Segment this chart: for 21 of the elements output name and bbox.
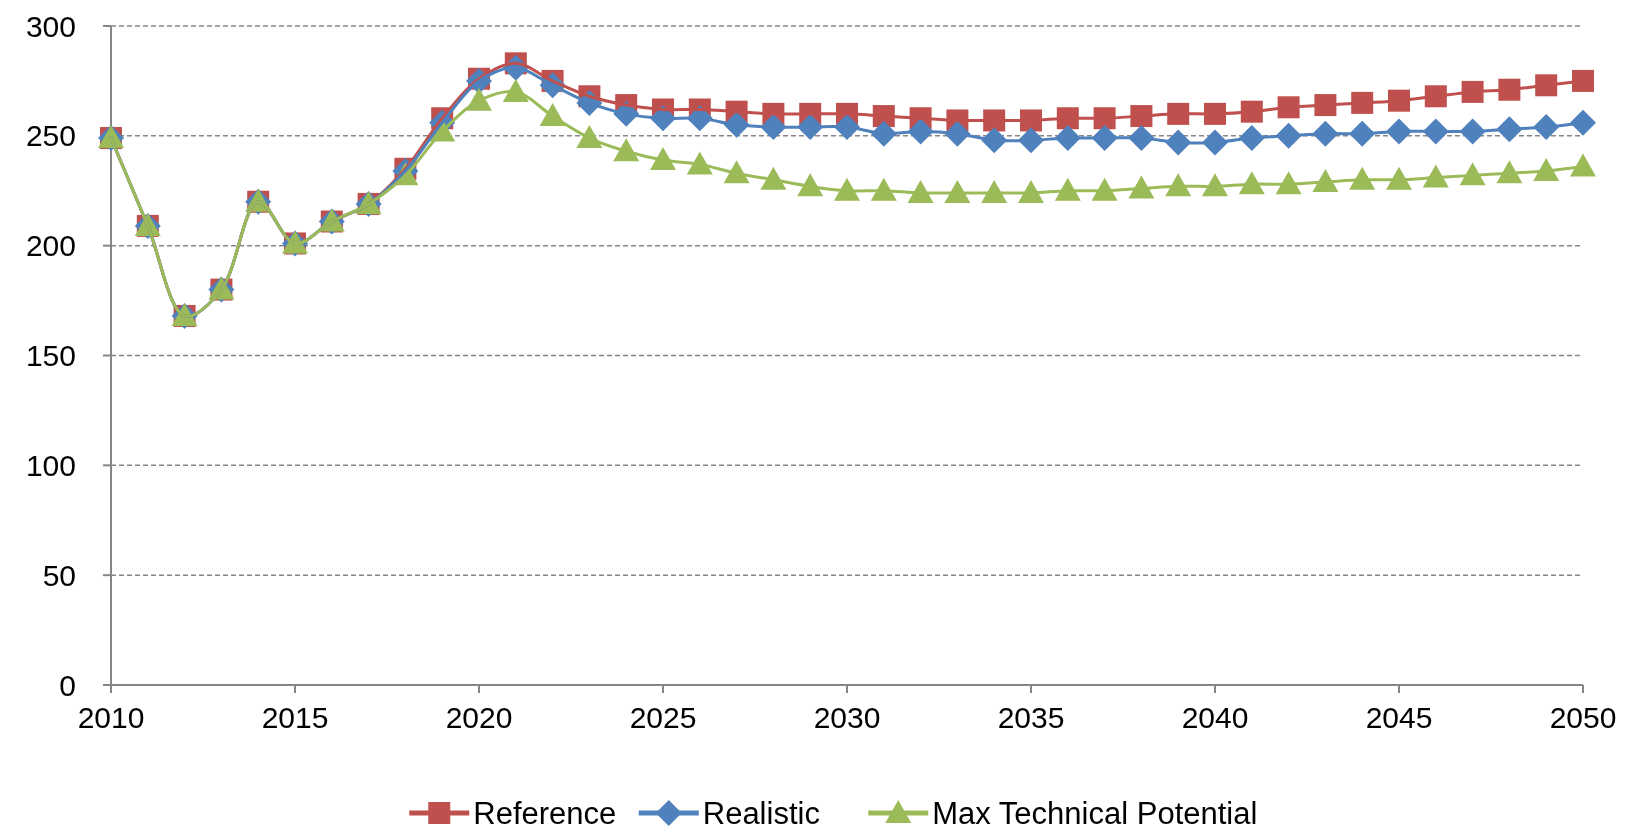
x-tick-label: 2050 [1549, 701, 1617, 734]
x-tick-label: 2025 [629, 701, 697, 734]
y-tick-label: 100 [25, 448, 76, 482]
y-tick-label: 50 [42, 558, 76, 592]
x-tick-label: 2040 [1181, 701, 1249, 734]
x-tick-label: 2015 [261, 701, 329, 734]
x-tick-label: 2030 [813, 701, 881, 734]
x-tick-label: 2020 [445, 701, 513, 734]
y-tick-label: 150 [25, 339, 76, 372]
y-tick-label: 200 [25, 229, 76, 263]
point [1572, 69, 1594, 92]
x-tick-label: 2045 [1365, 701, 1433, 734]
point [1570, 153, 1596, 177]
legend-label: Reference [473, 795, 617, 831]
legend-label: Max Technical Potential [932, 795, 1258, 831]
y-tick-label: 0 [59, 668, 76, 702]
y-tick-label: 250 [25, 119, 76, 153]
legend-label: Realistic [702, 795, 820, 831]
x-tick-label: 2035 [997, 701, 1065, 734]
x-tick-label: 2010 [77, 701, 145, 734]
y-tick-label: 300 [25, 9, 76, 43]
